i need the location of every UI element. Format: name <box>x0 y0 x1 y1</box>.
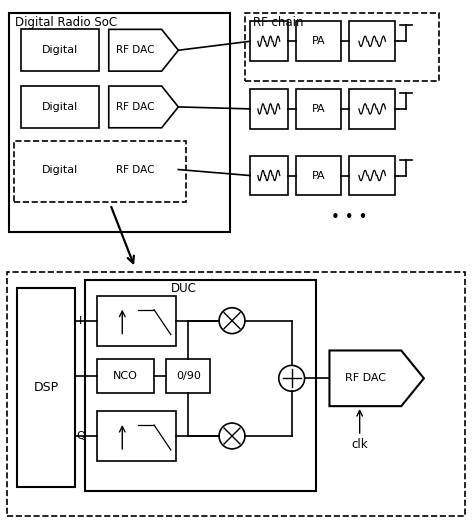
FancyBboxPatch shape <box>85 280 316 491</box>
Polygon shape <box>109 86 178 128</box>
FancyBboxPatch shape <box>9 14 230 232</box>
Text: NCO: NCO <box>113 371 138 381</box>
FancyBboxPatch shape <box>97 360 155 393</box>
FancyBboxPatch shape <box>97 411 176 461</box>
Polygon shape <box>109 29 178 71</box>
Text: Digital: Digital <box>42 45 78 55</box>
Text: RF DAC: RF DAC <box>116 164 155 174</box>
FancyBboxPatch shape <box>14 141 186 202</box>
Text: Digital: Digital <box>42 164 78 174</box>
FancyBboxPatch shape <box>349 22 395 61</box>
Text: PA: PA <box>312 171 325 181</box>
FancyBboxPatch shape <box>166 360 210 393</box>
Text: RF DAC: RF DAC <box>345 373 386 383</box>
FancyBboxPatch shape <box>250 155 288 195</box>
FancyBboxPatch shape <box>21 29 99 71</box>
Text: RF chain: RF chain <box>253 16 303 29</box>
Text: clk: clk <box>351 438 368 452</box>
Text: 0/90: 0/90 <box>176 371 201 381</box>
Text: RF DAC: RF DAC <box>116 102 155 112</box>
Text: DUC: DUC <box>170 282 196 296</box>
FancyBboxPatch shape <box>296 155 341 195</box>
FancyBboxPatch shape <box>349 89 395 129</box>
Polygon shape <box>109 149 178 191</box>
FancyBboxPatch shape <box>97 296 176 345</box>
FancyBboxPatch shape <box>17 288 75 487</box>
FancyBboxPatch shape <box>8 272 465 516</box>
Text: PA: PA <box>312 36 325 46</box>
Text: RF DAC: RF DAC <box>116 45 155 55</box>
Text: Digital: Digital <box>42 102 78 112</box>
FancyBboxPatch shape <box>296 89 341 129</box>
Text: • • •: • • • <box>331 210 367 225</box>
FancyBboxPatch shape <box>21 86 99 128</box>
FancyBboxPatch shape <box>296 22 341 61</box>
Text: Q: Q <box>76 431 85 441</box>
FancyBboxPatch shape <box>250 22 288 61</box>
Text: PA: PA <box>312 104 325 114</box>
FancyBboxPatch shape <box>349 155 395 195</box>
Text: DSP: DSP <box>34 381 59 394</box>
Text: Digital Radio SoC: Digital Radio SoC <box>15 16 118 29</box>
FancyBboxPatch shape <box>250 89 288 129</box>
Polygon shape <box>329 351 424 406</box>
Text: I: I <box>79 316 82 326</box>
FancyBboxPatch shape <box>21 149 99 191</box>
FancyBboxPatch shape <box>245 14 439 81</box>
